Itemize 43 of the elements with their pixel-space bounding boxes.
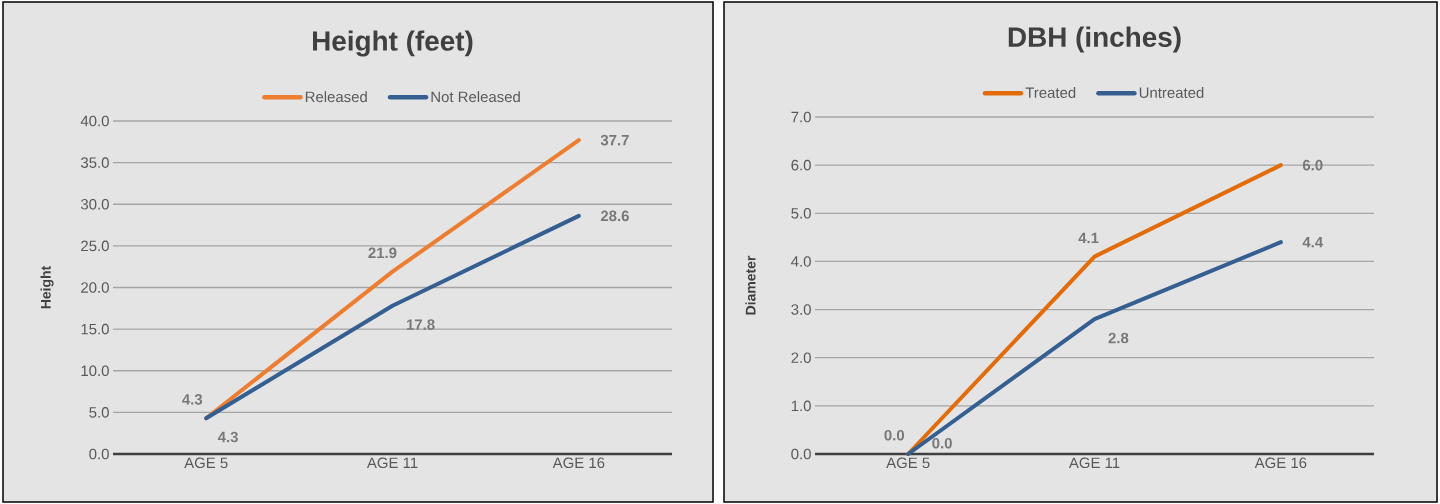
- data-label: 17.8: [406, 319, 435, 330]
- legend-label: Released: [305, 91, 367, 103]
- y-tick-label: 4.0: [791, 256, 811, 267]
- x-tick-label: AGE 11: [366, 457, 418, 469]
- x-tick-label: AGE 16: [552, 457, 605, 469]
- chart-title: DBH (inches): [1008, 26, 1181, 53]
- data-label: 4.3: [182, 394, 203, 405]
- x-tick-label: AGE 16: [1254, 457, 1307, 469]
- chart-title: Height (feet): [313, 30, 473, 57]
- y-tick-label: 7.0: [791, 111, 811, 123]
- x-tick-label: AGE 5: [886, 457, 930, 469]
- data-label: 4.3: [217, 431, 238, 443]
- legend-label: Untreated: [1139, 87, 1204, 98]
- y-axis-title: Height: [40, 265, 54, 309]
- y-tick-label: 20.0: [81, 282, 109, 293]
- y-tick-label: 0.0: [89, 448, 109, 460]
- data-label: 0.0: [884, 429, 905, 441]
- data-label: 4.4: [1302, 237, 1324, 248]
- y-tick-label: 40.0: [80, 115, 109, 127]
- y-axis-title: Diameter: [745, 255, 756, 315]
- data-label: 28.6: [600, 210, 629, 222]
- y-tick-label: 0.0: [791, 448, 811, 460]
- legend-label: Treated: [1025, 87, 1076, 98]
- legend-label: Not Released: [431, 91, 520, 103]
- data-label: 37.7: [600, 134, 629, 146]
- y-tick-label: 15.0: [81, 323, 109, 335]
- data-label: 21.9: [368, 247, 397, 259]
- data-label: 4.1: [1078, 232, 1099, 244]
- y-tick-label: 1.0: [791, 400, 811, 412]
- y-tick-label: 5.0: [89, 407, 109, 418]
- x-tick-label: AGE 11: [1068, 457, 1120, 469]
- y-tick-label: 10.0: [81, 365, 109, 377]
- y-tick-label: 30.0: [80, 198, 109, 210]
- data-label: 0.0: [932, 437, 952, 449]
- data-label: 6.0: [1302, 159, 1323, 171]
- x-tick-label: AGE 5: [184, 457, 228, 469]
- data-label: 2.8: [1108, 332, 1129, 344]
- y-tick-label: 3.0: [791, 304, 811, 315]
- y-tick-label: 35.0: [80, 157, 109, 168]
- y-tick-label: 2.0: [791, 352, 811, 363]
- y-tick-label: 25.0: [81, 240, 109, 252]
- y-tick-label: 5.0: [791, 207, 811, 219]
- y-tick-label: 6.0: [791, 159, 811, 171]
